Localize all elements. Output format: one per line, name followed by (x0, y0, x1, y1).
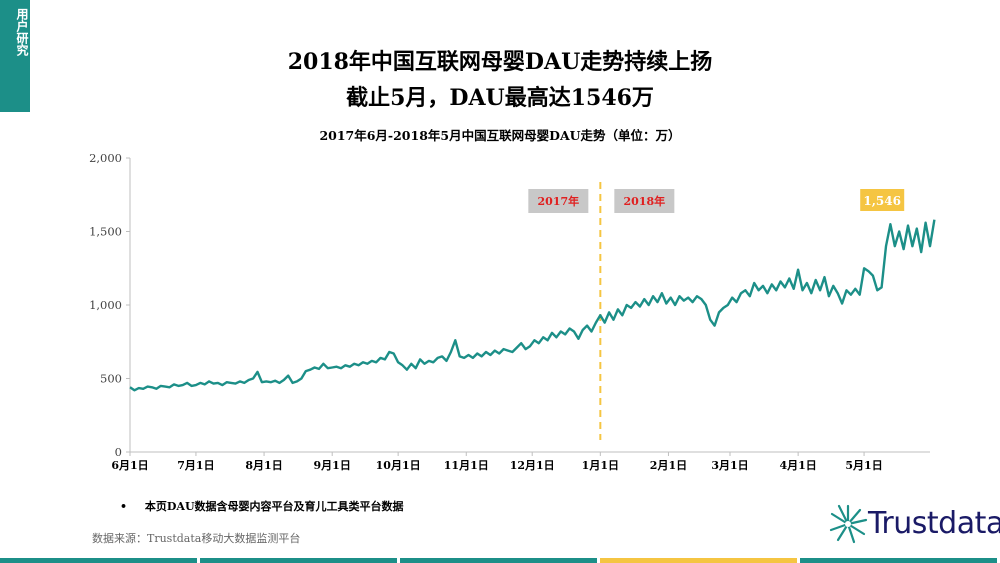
bottom-bar-segment (0, 558, 197, 563)
bottom-bar-segment (800, 558, 997, 563)
x-tick-label: 5月1日 (845, 459, 882, 472)
logo-text: Trustdata (868, 506, 1000, 541)
y-tick-label: 1,000 (89, 298, 122, 312)
x-tick-label: 2月1日 (650, 459, 687, 472)
footnote: • 本页DAU数据含母婴内容平台及育儿工具类平台数据 (120, 498, 404, 514)
bottom-color-bar (0, 558, 1000, 563)
page-title-line1: 2018年中国互联网母婴DAU走势持续上扬 (287, 49, 713, 75)
footnote-text: 本页DAU数据含母婴内容平台及育儿工具类平台数据 (144, 500, 404, 513)
max-value-callout-label: 1,546 (863, 194, 901, 208)
year-label-2017: 2017年 (538, 194, 580, 208)
x-tick-label: 3月1日 (711, 459, 748, 472)
chart-title: 2017年6月-2018年5月中国互联网母婴DAU走势（单位：万） (319, 128, 681, 143)
x-tick-label: 1月1日 (582, 459, 619, 472)
x-tick-label: 8月1日 (245, 459, 282, 472)
year-box-2017 (528, 189, 589, 213)
year-label-2018: 2018年 (624, 194, 666, 208)
year-box-2018 (614, 189, 675, 213)
max-value-callout-box (860, 189, 905, 211)
x-tick-label: 6月1日 (111, 459, 148, 472)
starburst-logo-icon (829, 504, 868, 544)
x-tick-label: 9月1日 (314, 459, 351, 472)
trustdata-logo: Trustdata (826, 498, 1000, 548)
bottom-bar-segment (200, 558, 397, 563)
x-tick-label: 4月1日 (779, 459, 816, 472)
x-tick-label: 10月1日 (376, 459, 421, 472)
side-tab: 用户研究 (0, 0, 30, 112)
data-source: 数据来源：Trustdata移动大数据监测平台 (92, 532, 301, 545)
x-tick-label: 12月1日 (510, 459, 555, 472)
y-tick-label: 1,500 (89, 225, 122, 239)
y-tick-label: 500 (100, 372, 122, 386)
page-title-line2: 截止5月，DAU最高达1546万 (346, 85, 654, 111)
x-tick-label: 11月1日 (444, 459, 489, 472)
y-tick-label: 0 (115, 445, 122, 459)
x-tick-label: 7月1日 (177, 459, 214, 472)
dau-series-line (129, 219, 936, 392)
bottom-bar-segment (400, 558, 597, 563)
footnote-bullet: • (120, 500, 128, 513)
y-tick-label: 2,000 (89, 151, 122, 165)
bottom-bar-segment (600, 558, 797, 563)
side-tab-label: 用户研究 (15, 8, 29, 56)
